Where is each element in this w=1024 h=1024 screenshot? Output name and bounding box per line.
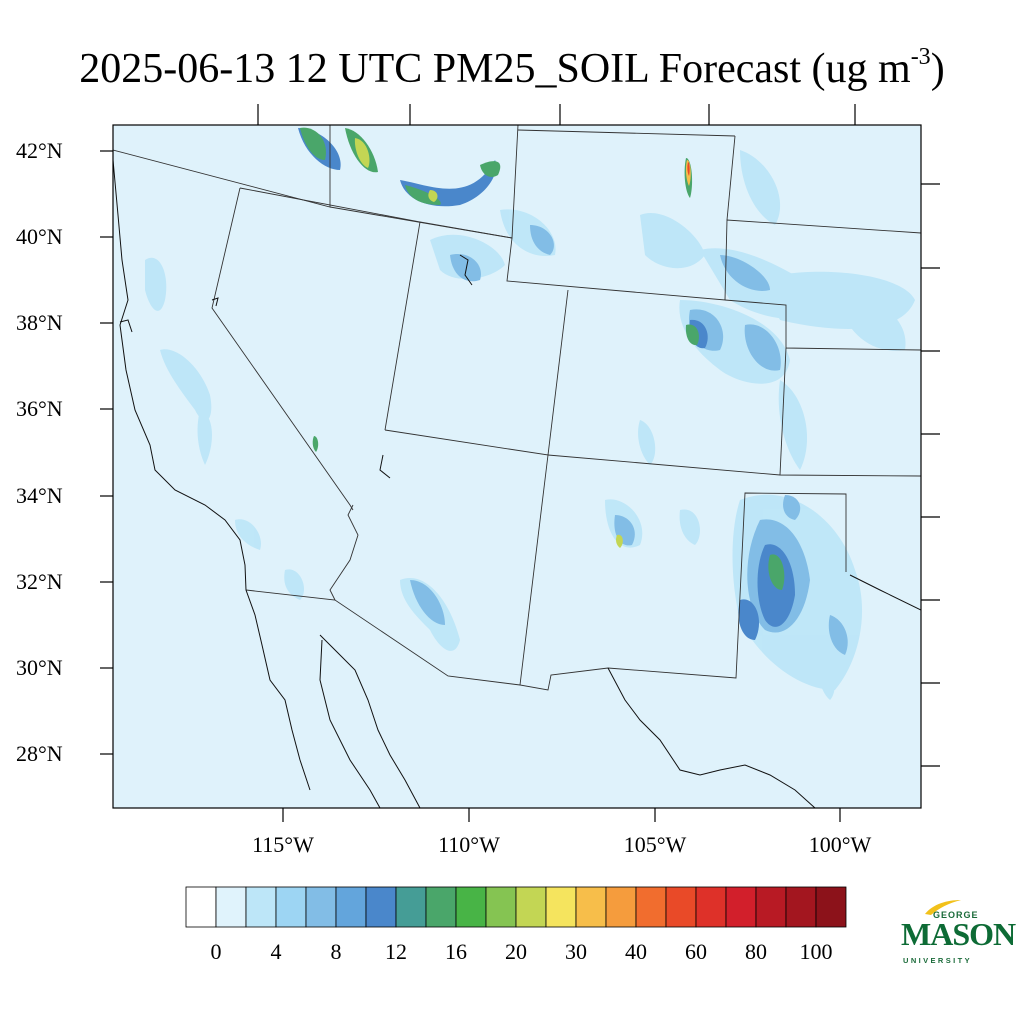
colorbar-swatch [545,886,577,928]
colorbar-swatch [185,886,217,928]
colorbar [185,886,847,928]
colorbar-swatch [515,886,547,928]
colorbar-tick-label: 80 [745,939,767,964]
lon-label: 105°W [623,832,687,857]
map-frame [112,124,922,809]
lat-label: 38°N [16,310,63,335]
colorbar-tick-label: 8 [330,939,342,964]
chart-title: 2025-06-13 12 UTC PM25_SOIL Forecast (ug… [79,44,945,92]
colorbar-swatch [725,886,757,928]
colorbar-swatch [395,886,427,928]
lon-label: 110°W [438,832,500,857]
lat-label: 30°N [16,655,63,680]
colorbar-swatch [365,886,397,928]
colorbar-tick-label: 20 [505,939,527,964]
lat-label: 42°N [16,138,63,163]
colorbar-swatch [425,886,457,928]
colorbar-swatch [455,886,487,928]
lat-label: 36°N [16,396,63,421]
colorbar-swatch [755,886,787,928]
colorbar-swatch [665,886,697,928]
colorbar-swatch [635,886,667,928]
colorbar-swatch [485,886,517,928]
lat-label: 40°N [16,224,63,249]
colorbar-swatch [785,886,817,928]
logo-swoosh-icon [925,900,961,915]
colorbar-tick-label: 4 [270,939,282,964]
colorbar-swatch [815,886,847,928]
colorbar-tick-label: 100 [799,939,833,964]
colorbar-tick-label: 12 [385,939,407,964]
logo-line2: MASON [901,916,1016,952]
top-ticks [257,104,856,125]
light-plumes [145,150,915,700]
bottom-ticks [282,808,841,822]
colorbar-tick-label: 16 [445,939,467,964]
colorbar-swatch [575,886,607,928]
lat-label: 34°N [16,483,63,508]
lat-label: 32°N [16,569,63,594]
right-ticks [921,183,940,767]
left-ticks [100,150,113,755]
lon-label: 100°W [808,832,872,857]
colorbar-swatch [305,886,337,928]
lat-label: 28°N [16,741,63,766]
logo-line1: GEORGE [933,910,979,920]
logo-line3: UNIVERSITY [903,956,973,965]
hot-spots [354,138,693,548]
colorbar-swatch [605,886,637,928]
colorbar-swatch [245,886,277,928]
colorbar-tick-label: 30 [565,939,587,964]
lon-label: 115°W [252,832,314,857]
colorbar-swatch [695,886,727,928]
colorbar-tick-label: 40 [625,939,647,964]
coastlines [113,159,921,808]
gmu-logo: GEORGE MASON UNIVERSITY [895,898,1016,968]
colorbar-swatch [215,886,247,928]
colorbar-tick-label: 60 [685,939,707,964]
colorbar-swatch [275,886,307,928]
colorbar-swatch [335,886,367,928]
colorbar-tick-label: 0 [210,939,222,964]
